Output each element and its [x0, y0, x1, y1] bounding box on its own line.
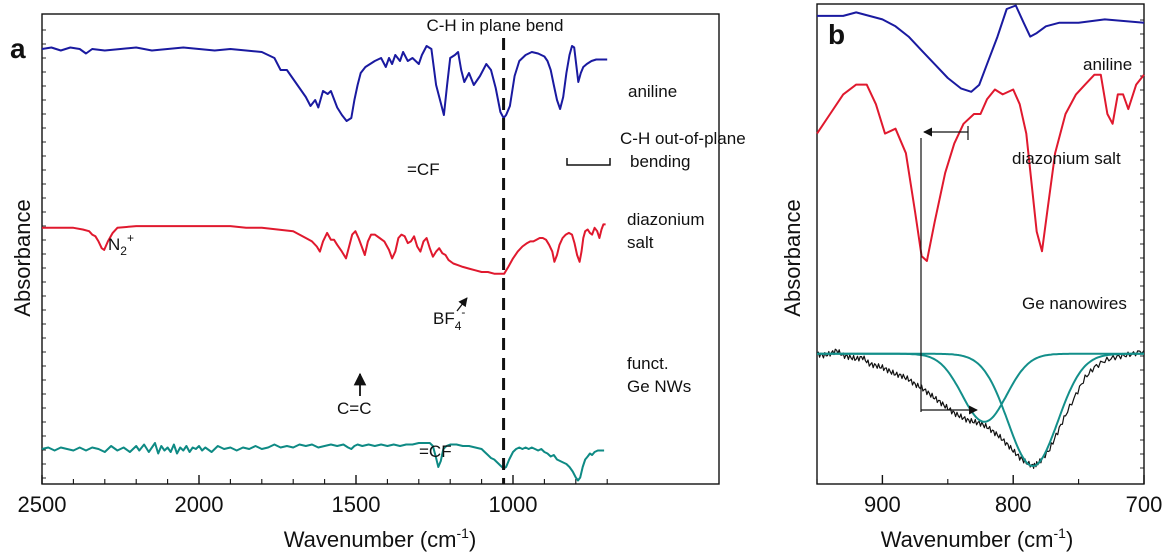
panel-a-x-tick-label: 2500	[18, 492, 67, 517]
panel-b-x-tick-label: 900	[864, 492, 901, 517]
series-label-ge-1: funct.	[627, 354, 669, 373]
annotation-bf4-arrow	[456, 297, 468, 312]
panel-a-y-axis-title: Absorbance	[10, 199, 35, 316]
panel-b-x-tick-label: 700	[1126, 492, 1163, 517]
panel-b-y-axis-title: Absorbance	[780, 199, 805, 316]
annotation-ch-in-plane: C-H in plane bend	[426, 16, 563, 35]
panel-b-series-line-aniline	[817, 4, 1145, 93]
panel-a-x-title-main: Wavenumber (cm	[284, 527, 457, 552]
panel-b-x-ticks: 900 800 700	[816, 19, 1163, 517]
panel-a-x-title-end: )	[469, 527, 476, 552]
annotation-bf4-main: BF	[433, 309, 455, 328]
panel-a-series	[41, 45, 608, 482]
panel-b-label-ge: Ge nanowires	[1022, 294, 1127, 313]
annotation-cf-aniline: =CF	[407, 160, 440, 179]
panel-b: b Absorbance Wavenumber (cm-1) 900 800 700…	[780, 3, 1163, 552]
panel-b-label: b	[828, 19, 845, 50]
annotation-cc: C=C	[337, 399, 371, 418]
annotation-ch-oop-1: C-H out-of-plane	[620, 129, 746, 148]
series-label-ge-2: Ge NWs	[627, 377, 691, 396]
series-line-diazonium	[42, 223, 606, 275]
annotation-cf-ge: =CF	[419, 442, 452, 461]
panel-a-x-tick-label: 1000	[489, 492, 538, 517]
panel-b-x-title-main: Wavenumber (cm	[881, 527, 1054, 552]
annotation-n2-sub: 2	[120, 244, 127, 258]
panel-b-fit-gaussian-1	[817, 352, 1144, 423]
panel-b-x-axis-title: Wavenumber (cm-1)	[881, 525, 1074, 552]
series-line-aniline	[41, 45, 608, 122]
series-label-diazonium-2: salt	[627, 233, 654, 252]
panel-a: a Absorbance Wavenumber (cm-1) 2500 2000 1…	[10, 13, 746, 552]
panel-b-x-tick-label: 800	[995, 492, 1032, 517]
panel-b-series	[816, 4, 1145, 469]
annotation-bf4-sub: 4	[455, 319, 462, 333]
panel-b-fit-gaussian-2	[817, 352, 1144, 468]
series-line-ge	[41, 442, 605, 482]
annotation-ch-oop-2: bending	[630, 152, 691, 171]
annotation-n2-main: N	[108, 235, 120, 254]
panel-a-y-ticks	[42, 29, 46, 479]
series-label-aniline: aniline	[628, 82, 677, 101]
annotation-n2: N2+	[108, 231, 134, 258]
annotation-bf4: BF4-	[433, 305, 465, 333]
panel-a-x-tick-label: 1500	[332, 492, 381, 517]
panel-b-series-line-diazonium	[816, 73, 1145, 262]
panel-a-x-tick-label: 2000	[175, 492, 224, 517]
panel-a-x-axis-title: Wavenumber (cm-1)	[284, 525, 477, 552]
panel-b-series-line-ge	[816, 348, 1145, 469]
panel-b-frame	[816, 3, 1145, 485]
panel-b-x-title-end: )	[1066, 527, 1073, 552]
series-label-diazonium-1: diazonium	[627, 210, 705, 229]
annotation-bf4-sup: -	[461, 305, 465, 319]
panel-a-x-title-sup: -1	[457, 525, 470, 541]
panel-a-x-ticks: 2500 2000 1500 1000	[18, 475, 608, 517]
panel-b-label-aniline: aniline	[1083, 55, 1132, 74]
annotation-ch-oop-bracket	[566, 158, 611, 166]
panel-a-frame	[41, 13, 720, 485]
panel-b-label-diazonium: diazonium salt	[1012, 149, 1121, 168]
annotation-n2-sup: +	[127, 231, 134, 245]
panel-a-label: a	[10, 33, 26, 64]
panel-b-x-title-sup: -1	[1054, 525, 1067, 541]
